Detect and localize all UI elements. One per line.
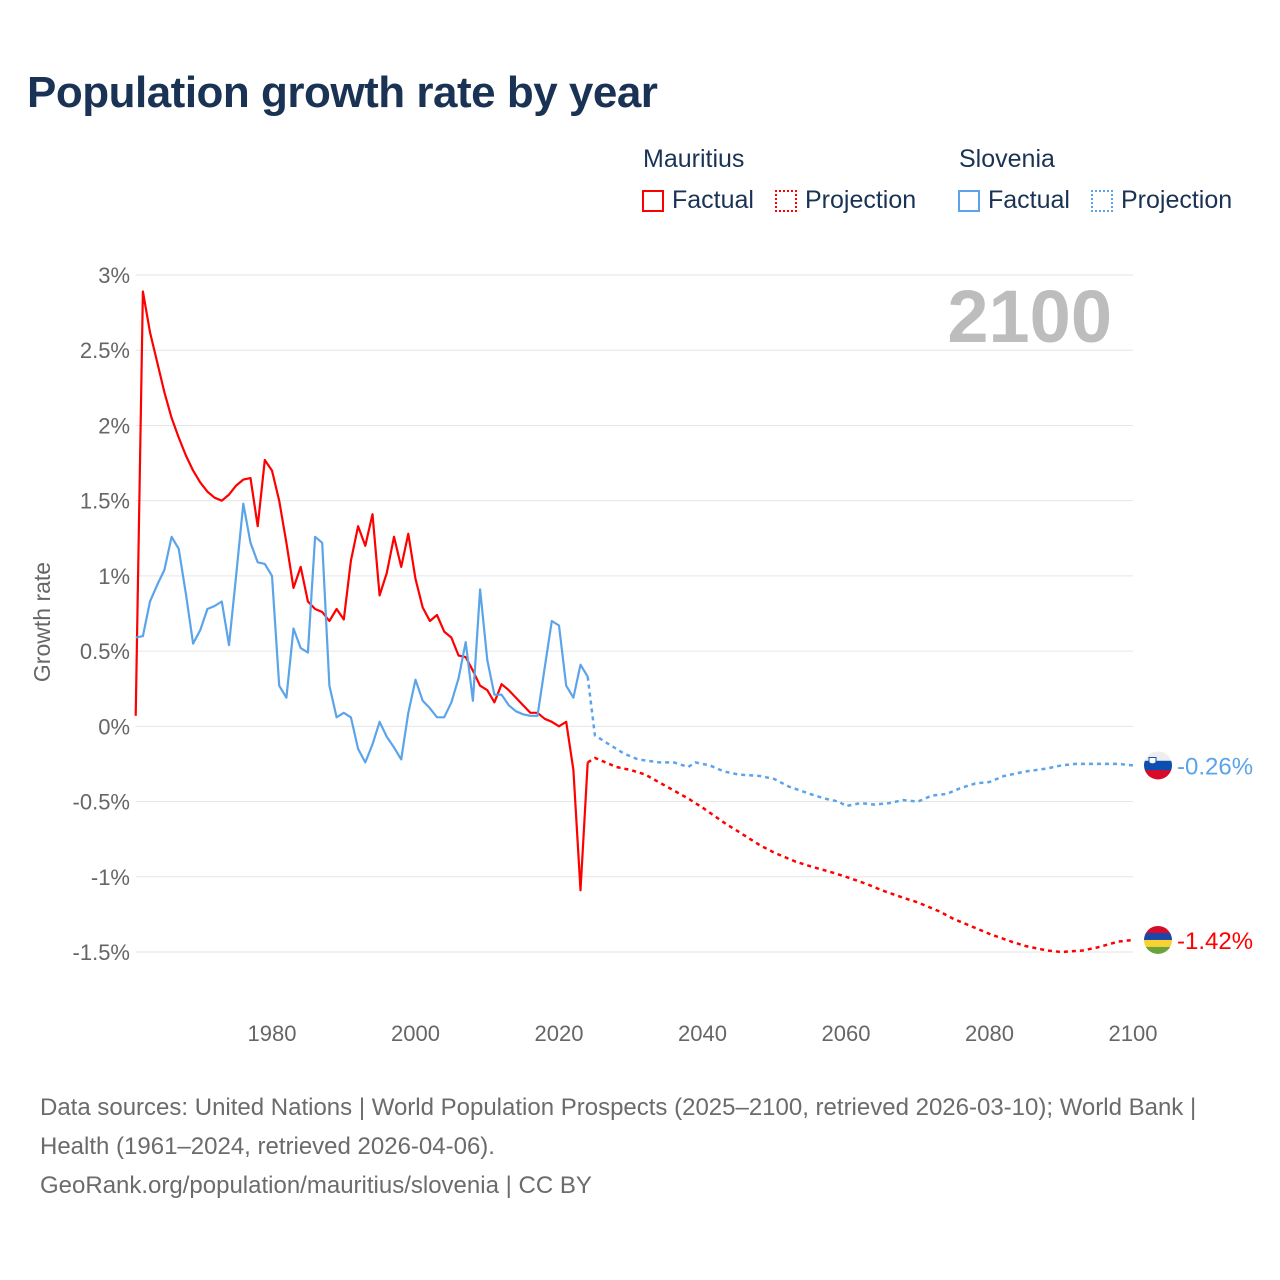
flag-stripe: [1144, 770, 1172, 780]
y-tick-label: 3%: [98, 263, 130, 288]
x-tick-label: 1980: [248, 1021, 297, 1046]
end-label-mauritius: -1.42%: [1177, 928, 1253, 955]
flag-stripe: [1144, 932, 1172, 941]
y-tick-label: -1%: [91, 865, 130, 890]
y-tick-label: 2%: [98, 413, 130, 438]
legend-slovenia-factual[interactable]: Factual: [958, 186, 1070, 215]
flag-stripe: [1144, 946, 1172, 954]
legend-group-mauritius: Mauritius: [643, 145, 745, 173]
legend-slovenia-projection[interactable]: Projection: [1091, 186, 1232, 215]
flag-mauritius-icon: [1144, 925, 1172, 954]
legend-swatch-solid: [642, 189, 664, 212]
coat-of-arms-icon: [1148, 756, 1157, 765]
series-line-mauritius-factual: [134, 290, 589, 892]
legend-swatch-dotted: [1091, 189, 1113, 212]
legend-label: Projection: [1121, 186, 1233, 214]
series-line-slovenia-projection: [586, 676, 1134, 808]
attribution-link[interactable]: GeoRank.org/population/mauritius/sloveni…: [40, 1172, 592, 1199]
series-line-slovenia-factual: [135, 502, 589, 764]
flag-stripe: [1144, 751, 1172, 762]
chart-title: Population growth rate by year: [27, 68, 658, 117]
flag-stripe: [1144, 939, 1172, 948]
y-tick-label: 1.5%: [80, 489, 130, 514]
x-tick-label: 2020: [535, 1021, 584, 1046]
y-tick-label: -0.5%: [73, 790, 130, 815]
plot-area: 3% 2.5% 2% 1.5% 1% 0.5% 0% -0.5% -1% -1.5% 1980 200…: [29, 263, 1253, 1046]
x-tick-label: 2060: [822, 1021, 871, 1046]
y-axis-label: Growth rate: [29, 562, 55, 682]
flag-stripe: [1144, 925, 1172, 934]
footer: Data sources: United Nations | World Pop…: [40, 1088, 1240, 1205]
legend-label: Factual: [988, 186, 1070, 214]
y-tick-label: 0.5%: [80, 639, 130, 664]
legend-group-slovenia: Slovenia: [959, 145, 1055, 173]
end-label-slovenia: -0.26%: [1177, 753, 1253, 780]
x-tick-label: 2000: [391, 1021, 440, 1046]
y-tick-label: 0%: [98, 714, 130, 739]
y-tick-label: 2.5%: [80, 338, 130, 363]
y-tick-label: 1%: [98, 564, 130, 589]
x-tick-label: 2100: [1109, 1021, 1158, 1046]
legend-mauritius-projection[interactable]: Projection: [775, 186, 916, 215]
year-label: 2100: [947, 275, 1112, 358]
legend-swatch-solid: [958, 189, 980, 212]
x-tick-label: 2040: [678, 1021, 727, 1046]
legend-swatch-dotted: [775, 189, 797, 212]
legend-mauritius-factual[interactable]: Factual: [642, 186, 754, 215]
flag-stripe: [1144, 760, 1172, 771]
x-tick-label: 2080: [965, 1021, 1014, 1046]
series-line-mauritius-projection: [587, 756, 1134, 954]
legend-label: Factual: [672, 186, 754, 214]
data-sources: Data sources: United Nations | World Pop…: [40, 1094, 1197, 1160]
flag-slovenia-icon: [1144, 751, 1172, 780]
y-tick-label: -1.5%: [73, 940, 130, 965]
legend-label: Projection: [805, 186, 917, 214]
